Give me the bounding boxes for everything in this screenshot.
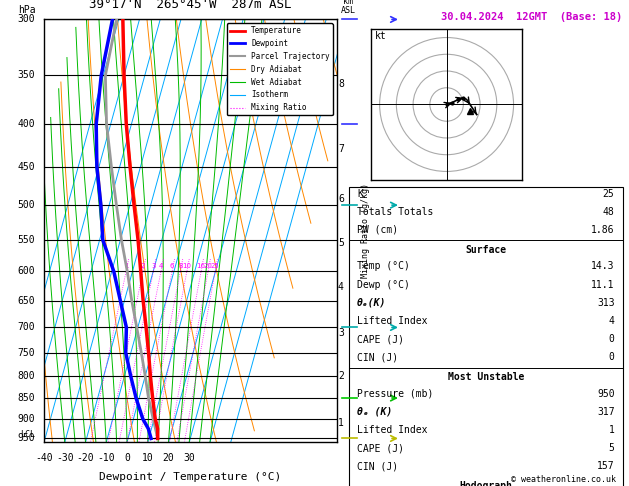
- Text: Dewp (°C): Dewp (°C): [357, 279, 410, 290]
- Text: km
ASL: km ASL: [341, 0, 356, 15]
- Text: 39°17'N  265°45'W  287m ASL: 39°17'N 265°45'W 287m ASL: [89, 0, 291, 11]
- Legend: Temperature, Dewpoint, Parcel Trajectory, Dry Adiabat, Wet Adiabat, Isotherm, Mi: Temperature, Dewpoint, Parcel Trajectory…: [226, 23, 333, 115]
- Text: 8: 8: [338, 79, 344, 88]
- Text: 14.3: 14.3: [591, 261, 615, 271]
- Text: 0: 0: [609, 334, 615, 344]
- Text: hPa: hPa: [18, 5, 35, 15]
- Text: 157: 157: [597, 462, 615, 471]
- Text: Pressure (mb): Pressure (mb): [357, 389, 433, 399]
- Text: LCL: LCL: [20, 430, 35, 439]
- Text: 25: 25: [603, 189, 615, 199]
- Text: 500: 500: [18, 200, 35, 210]
- Text: 48: 48: [603, 207, 615, 217]
- Text: Lifted Index: Lifted Index: [357, 425, 428, 435]
- Text: 350: 350: [18, 70, 35, 81]
- Text: 4: 4: [338, 282, 344, 293]
- Text: 5: 5: [338, 238, 344, 248]
- Text: 5: 5: [609, 443, 615, 453]
- Text: 11.1: 11.1: [591, 279, 615, 290]
- Text: 3: 3: [338, 328, 344, 338]
- Text: -10: -10: [97, 453, 115, 463]
- Text: 8: 8: [178, 263, 182, 269]
- Text: 3: 3: [151, 263, 155, 269]
- Text: CAPE (J): CAPE (J): [357, 334, 404, 344]
- Text: θₑ(K): θₑ(K): [357, 298, 387, 308]
- Text: © weatheronline.co.uk: © weatheronline.co.uk: [511, 474, 616, 484]
- Text: 950: 950: [597, 389, 615, 399]
- Text: CIN (J): CIN (J): [357, 352, 398, 362]
- Text: -40: -40: [35, 453, 53, 463]
- Text: Most Unstable: Most Unstable: [448, 372, 524, 382]
- Text: 30.04.2024  12GMT  (Base: 18): 30.04.2024 12GMT (Base: 18): [442, 12, 623, 22]
- Text: Temp (°C): Temp (°C): [357, 261, 410, 271]
- Text: 16: 16: [197, 263, 206, 269]
- Text: 10: 10: [142, 453, 153, 463]
- Text: 0: 0: [609, 352, 615, 362]
- Text: 550: 550: [18, 235, 35, 245]
- Text: θₑ (K): θₑ (K): [357, 407, 392, 417]
- Text: 10: 10: [182, 263, 191, 269]
- Text: 25: 25: [211, 263, 220, 269]
- Text: Dewpoint / Temperature (°C): Dewpoint / Temperature (°C): [99, 472, 281, 482]
- Text: Hodograph: Hodograph: [459, 481, 513, 486]
- Text: 700: 700: [18, 322, 35, 332]
- Text: -20: -20: [77, 453, 94, 463]
- Text: 1.86: 1.86: [591, 225, 615, 235]
- Text: 900: 900: [18, 414, 35, 424]
- Text: 30: 30: [184, 453, 195, 463]
- Text: 850: 850: [18, 393, 35, 403]
- Text: 300: 300: [18, 15, 35, 24]
- Text: 2: 2: [141, 263, 145, 269]
- Text: -30: -30: [56, 453, 74, 463]
- Text: 800: 800: [18, 371, 35, 381]
- Text: 1: 1: [338, 418, 344, 428]
- Text: K: K: [357, 189, 363, 199]
- Text: 600: 600: [18, 266, 35, 277]
- Text: 6: 6: [338, 194, 344, 204]
- Text: 4: 4: [159, 263, 163, 269]
- Text: 400: 400: [18, 119, 35, 129]
- Text: 1: 1: [124, 263, 128, 269]
- Text: Surface: Surface: [465, 244, 506, 255]
- Text: 750: 750: [18, 347, 35, 358]
- Text: 7: 7: [338, 143, 344, 154]
- Text: CIN (J): CIN (J): [357, 462, 398, 471]
- Text: 650: 650: [18, 295, 35, 306]
- Text: 6: 6: [170, 263, 174, 269]
- Text: 4: 4: [609, 316, 615, 326]
- Text: 450: 450: [18, 162, 35, 172]
- Text: CAPE (J): CAPE (J): [357, 443, 404, 453]
- Text: 2: 2: [338, 371, 344, 381]
- Text: PW (cm): PW (cm): [357, 225, 398, 235]
- Text: 313: 313: [597, 298, 615, 308]
- Text: 0: 0: [124, 453, 130, 463]
- Text: 1: 1: [609, 425, 615, 435]
- Text: kt: kt: [375, 31, 386, 41]
- Text: 317: 317: [597, 407, 615, 417]
- Text: 20: 20: [163, 453, 174, 463]
- Text: Totals Totals: Totals Totals: [357, 207, 433, 217]
- Text: 950: 950: [18, 434, 35, 443]
- Text: Lifted Index: Lifted Index: [357, 316, 428, 326]
- Text: 20: 20: [204, 263, 213, 269]
- Text: Mixing Ratio (g/kg): Mixing Ratio (g/kg): [361, 183, 370, 278]
